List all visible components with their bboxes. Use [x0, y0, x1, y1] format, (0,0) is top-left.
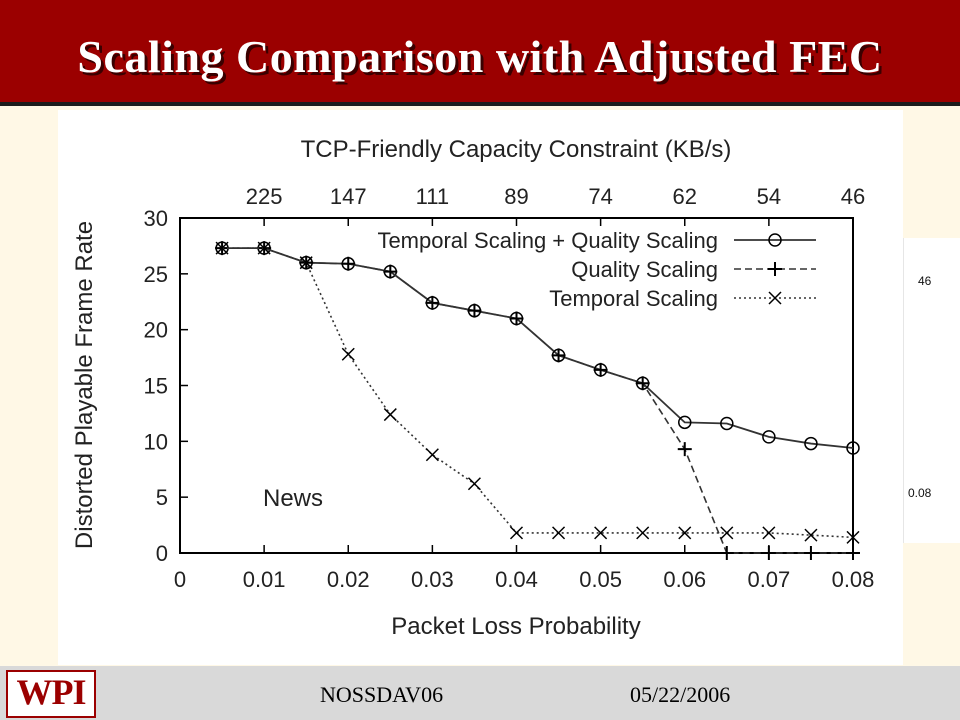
- slide-title: Scaling Comparison with Adjusted FEC: [77, 31, 883, 82]
- cross-marker: [846, 530, 860, 544]
- circle-marker: [720, 416, 734, 431]
- cross-marker: [768, 291, 782, 305]
- circle-marker: [762, 430, 776, 444]
- plus-marker: [846, 546, 860, 560]
- y-tick-label: 0: [156, 541, 168, 566]
- x-tick-label: 0: [174, 567, 186, 592]
- plus-marker: [635, 376, 650, 391]
- fragment-top-label: 46: [918, 274, 932, 288]
- cross-marker: [383, 408, 397, 422]
- top-tick-label: 89: [504, 184, 528, 209]
- top-tick-label: 111: [416, 184, 449, 209]
- cross-marker: [215, 241, 229, 255]
- plus-marker: [551, 348, 566, 363]
- footer-bar: [0, 666, 960, 720]
- plus-marker: [677, 442, 692, 457]
- plus-marker: [593, 362, 608, 377]
- cross-marker: [594, 526, 608, 540]
- background-figure-fragment: 46 0.08: [903, 238, 960, 543]
- top-tick-label: 74: [588, 184, 612, 209]
- series-line: [222, 247, 854, 539]
- cross-marker: [509, 526, 524, 540]
- plus-marker: [761, 546, 776, 560]
- series-circle: [215, 241, 860, 455]
- y-axis-label: Distorted Playable Frame Rate: [71, 221, 98, 549]
- cross-marker: [720, 526, 734, 540]
- fragment-bottom-label: 0.08: [908, 486, 932, 500]
- plus-marker: [383, 264, 398, 279]
- x-tick-label: 0.08: [832, 567, 875, 592]
- x-tick-label: 0.04: [495, 567, 538, 592]
- x-tick-label: 0.02: [327, 567, 370, 592]
- plus-marker: [768, 262, 782, 276]
- x-tick-label: 0.06: [663, 567, 706, 592]
- y-tick-label: 20: [144, 318, 168, 343]
- top-tick-label: 62: [673, 184, 697, 209]
- x-tick-label: 0.01: [243, 567, 286, 592]
- x-tick-label: 0.05: [579, 567, 622, 592]
- cross-marker: [299, 256, 313, 270]
- top-tick-label: 54: [757, 184, 781, 209]
- top-axis-label: TCP-Friendly Capacity Constraint (KB/s): [301, 136, 732, 163]
- y-tick-label: 30: [144, 206, 168, 231]
- plus-marker: [467, 303, 482, 318]
- series-line: [222, 247, 854, 449]
- legend-label: Quality Scaling: [571, 257, 718, 282]
- plus-marker: [341, 256, 356, 271]
- series-line: [222, 247, 853, 554]
- cross-marker: [678, 526, 692, 540]
- top-tick-label: 225: [246, 184, 283, 209]
- top-tick-label: 46: [841, 184, 865, 209]
- cross-marker: [552, 526, 566, 540]
- wpi-logo: WPI: [6, 670, 96, 718]
- cross-marker: [762, 526, 776, 540]
- cross-marker: [636, 526, 650, 540]
- circle-marker: [678, 415, 692, 430]
- top-tick-label: 147: [330, 184, 367, 209]
- circle-marker: [768, 233, 782, 247]
- legend-label: Temporal Scaling + Quality Scaling: [377, 228, 718, 253]
- cross-marker: [467, 477, 481, 491]
- y-tick-label: 10: [144, 429, 168, 454]
- series-cross: [215, 241, 860, 544]
- title-divider: [0, 102, 960, 106]
- plus-marker: [803, 546, 818, 560]
- cross-marker: [804, 528, 818, 542]
- x-axis-label: Packet Loss Probability: [391, 613, 640, 640]
- cross-marker: [257, 241, 271, 255]
- plus-marker: [719, 546, 734, 560]
- line-chart: TCP-Friendly Capacity Constraint (KB/s) …: [71, 136, 875, 640]
- chart-annotation: News: [263, 485, 323, 512]
- plus-marker: [425, 295, 440, 310]
- footer-conference: NOSSDAV06: [320, 682, 444, 707]
- y-tick-label: 15: [144, 374, 168, 399]
- plus-marker: [509, 311, 524, 326]
- series-plus: [215, 241, 860, 560]
- chart-panel: TCP-Friendly Capacity Constraint (KB/s) …: [58, 110, 903, 665]
- title-bar: [0, 0, 960, 102]
- circle-marker: [846, 441, 860, 455]
- x-tick-label: 0.07: [747, 567, 790, 592]
- y-tick-label: 5: [156, 485, 168, 510]
- cross-marker: [425, 448, 439, 462]
- legend-label: Temporal Scaling: [549, 286, 718, 311]
- y-tick-label: 25: [144, 262, 168, 287]
- cross-marker: [341, 347, 355, 361]
- footer-date: 05/22/2006: [630, 682, 731, 707]
- circle-marker: [804, 436, 818, 451]
- x-tick-label: 0.03: [411, 567, 454, 592]
